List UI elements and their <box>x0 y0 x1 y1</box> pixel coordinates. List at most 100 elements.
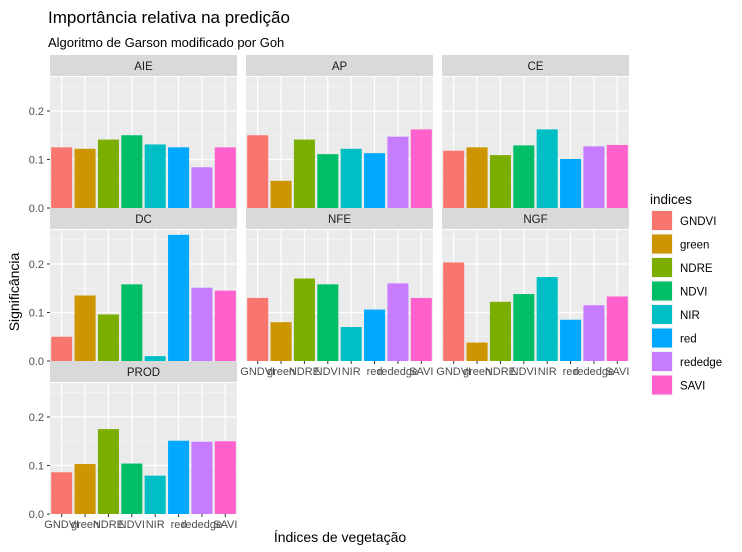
bar-savi <box>214 441 236 514</box>
x-tick-label: NDRE <box>93 519 124 531</box>
x-tick-label: GNDVI <box>436 366 471 378</box>
legend-label: red <box>680 334 697 346</box>
x-tick-label: rededge <box>182 519 222 531</box>
bar-nir <box>144 356 166 361</box>
legend: indices GNDVI green NDRE NDVI NIR red rededge S… <box>650 192 722 396</box>
bar-ndvi <box>317 154 339 208</box>
facet-strip-label: PROD <box>127 367 160 379</box>
bar-gndvi <box>51 147 73 208</box>
facet-strip-label: DC <box>135 214 152 226</box>
legend-swatch <box>652 375 672 395</box>
bar-red <box>364 309 386 361</box>
bar-red <box>560 319 582 361</box>
x-tick-label: GNDVI <box>44 519 79 531</box>
bar-nir <box>536 129 558 208</box>
bar-savi <box>410 297 432 361</box>
bar-gndvi <box>51 472 73 514</box>
x-tick-label: green <box>267 366 295 378</box>
legend-swatch <box>652 305 672 324</box>
bar-gndvi <box>51 336 73 361</box>
legend-item-nir: NIR <box>651 304 700 325</box>
bar-gndvi <box>443 262 465 361</box>
y-tick-label: 0.0 <box>29 509 44 521</box>
legend-item-green: green <box>651 233 709 255</box>
legend-label: green <box>680 240 709 252</box>
x-tick-label: rededge <box>378 366 418 378</box>
bar-nir <box>340 327 362 361</box>
chart-subtitle: Algoritmo de Garson modificado por Goh <box>48 35 284 50</box>
legend-item-gndvi: GNDVI <box>651 210 716 231</box>
y-tick-label: 0.1 <box>29 307 44 319</box>
bar-ndvi <box>121 284 143 361</box>
chart-title: Importância relativa na predição <box>48 8 290 27</box>
panel-aie: AIE 0.0 0.1 0.2 <box>29 55 237 215</box>
bar-ndre <box>97 429 119 514</box>
bar-green <box>74 295 96 361</box>
bar-green <box>466 147 488 208</box>
x-tick-label: NIR <box>146 519 165 531</box>
bar-rededge <box>583 146 605 208</box>
bar-red <box>168 440 190 514</box>
bar-ndre <box>489 301 511 361</box>
x-tick-label: SAVI <box>213 519 237 531</box>
bar-savi <box>214 290 236 361</box>
legend-label: SAVI <box>680 381 705 393</box>
bar-ndre <box>489 155 511 208</box>
bar-rededge <box>191 167 213 208</box>
facet-strip-label: NGF <box>523 214 547 226</box>
bar-rededge <box>387 283 409 361</box>
bar-ndre <box>97 314 119 361</box>
legend-item-red: red <box>651 327 697 349</box>
bar-nir <box>144 475 166 514</box>
bar-savi <box>410 129 432 208</box>
bar-rededge <box>387 136 409 208</box>
bar-rededge <box>191 441 213 514</box>
bar-gndvi <box>247 297 269 361</box>
bar-ndvi <box>317 284 339 361</box>
bar-savi <box>606 296 628 361</box>
bar-green <box>270 180 292 208</box>
facet-strip <box>442 55 629 76</box>
x-tick-label: NDRE <box>289 366 320 378</box>
legend-item-ndre: NDRE <box>651 257 713 278</box>
x-tick-label: NIR <box>342 366 361 378</box>
legend-item-savi: SAVI <box>651 374 705 396</box>
legend-label: NIR <box>680 310 700 322</box>
panel-ce: CE <box>442 55 629 209</box>
x-tick-label: NDRE <box>485 366 516 378</box>
bar-ndvi <box>121 135 143 208</box>
bar-ndvi <box>513 145 535 208</box>
x-tick-label: SAVI <box>605 366 629 378</box>
y-tick-label: 0.2 <box>29 412 44 424</box>
bar-red <box>560 158 582 208</box>
bar-rededge <box>583 305 605 361</box>
legend-swatch <box>652 211 672 230</box>
bar-green <box>74 148 96 208</box>
bar-savi <box>606 144 628 208</box>
bar-nir <box>536 277 558 361</box>
legend-item-ndvi: NDVI <box>651 280 707 302</box>
bar-nir <box>144 144 166 208</box>
facet-strip-label: NFE <box>328 214 351 226</box>
bar-green <box>466 342 488 361</box>
legend-label: rededge <box>680 357 722 369</box>
facet-strip-label: AP <box>332 61 348 73</box>
legend-label: GNDVI <box>680 216 716 228</box>
panel-ap: AP <box>246 55 433 209</box>
x-tick-label: GNDVI <box>240 366 275 378</box>
bar-ndre <box>293 278 315 361</box>
x-tick-label: NDVI <box>119 519 145 531</box>
bar-rededge <box>191 287 213 361</box>
x-tick-label: green <box>71 519 99 531</box>
y-tick-label: 0.0 <box>29 356 44 368</box>
facet-strip <box>50 361 237 382</box>
bar-nir <box>340 148 362 208</box>
legend-label: NDVI <box>680 287 707 299</box>
bar-green <box>270 322 292 361</box>
y-tick-label: 0.2 <box>29 259 44 271</box>
x-tick-label: NDVI <box>511 366 537 378</box>
bar-ndvi <box>513 294 535 361</box>
